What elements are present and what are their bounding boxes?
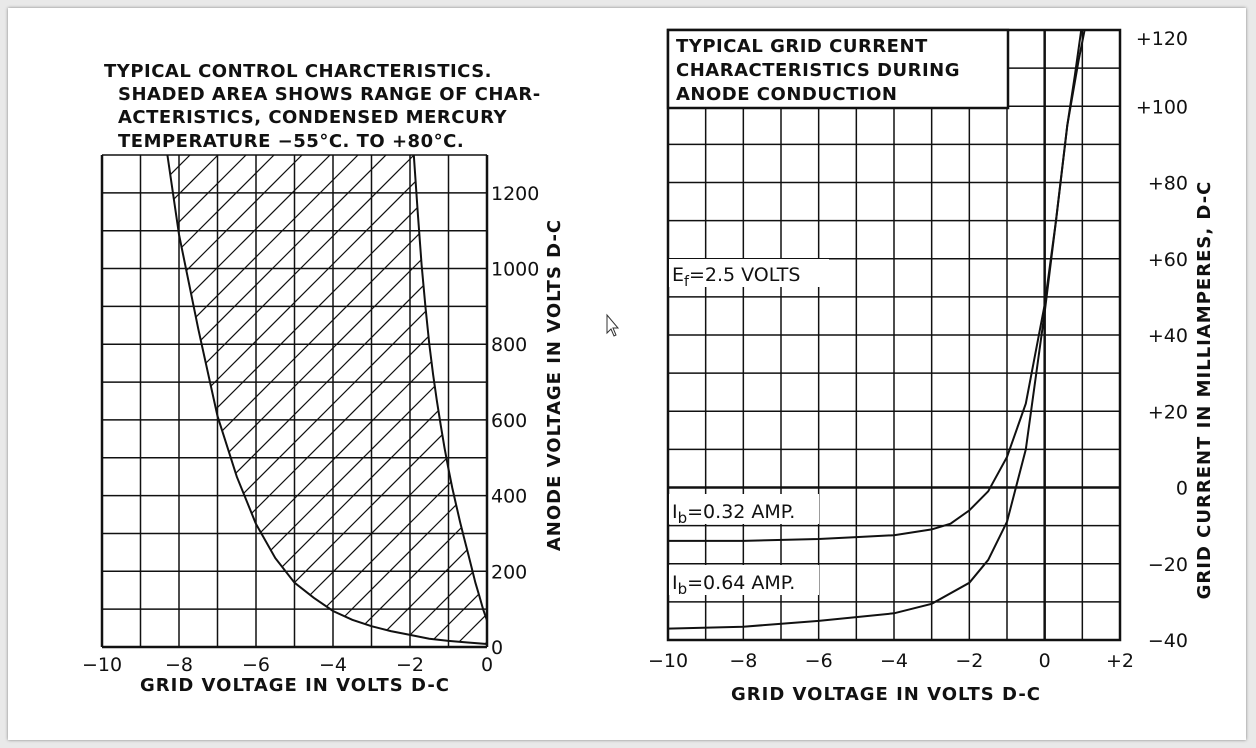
hatch-line bbox=[369, 155, 487, 644]
left-y-tick-label: 600 bbox=[491, 410, 527, 432]
hatch-line bbox=[0, 127, 22, 647]
right-y-tick-label: −40 bbox=[1148, 630, 1188, 652]
hatch-line bbox=[0, 127, 134, 647]
left-title-line: TEMPERATURE −55°C. TO +80°C. bbox=[118, 131, 464, 152]
hatch-line bbox=[0, 127, 162, 647]
right-y-tick-label: +40 bbox=[1148, 325, 1188, 347]
left-x-tick-label: −2 bbox=[396, 654, 424, 676]
hatch-line bbox=[285, 155, 487, 644]
left-title-line: TYPICAL CONTROL CHARCTERISTICS. bbox=[104, 61, 492, 82]
left-y-tick-label: 200 bbox=[491, 561, 527, 583]
right-y-tick-label: +20 bbox=[1148, 401, 1188, 423]
left-x-axis-label: GRID VOLTAGE IN VOLTS D-C bbox=[140, 675, 450, 696]
left-y-tick-label: 0 bbox=[491, 637, 503, 659]
series-label-bg bbox=[669, 565, 819, 595]
left-series-upper-curve bbox=[412, 155, 487, 621]
left-y-tick-label: 1000 bbox=[491, 259, 539, 281]
hatch-line bbox=[167, 155, 443, 644]
right-y-tick-label: −20 bbox=[1148, 554, 1188, 576]
right-x-tick-label: −8 bbox=[729, 650, 757, 672]
hatch-line bbox=[167, 155, 359, 644]
left-x-tick-label: −4 bbox=[319, 654, 347, 676]
hatch-line bbox=[167, 155, 191, 644]
left-grid bbox=[101, 154, 488, 648]
hatch-line bbox=[257, 155, 487, 644]
right-x-axis-label: GRID VOLTAGE IN VOLTS D-C bbox=[731, 684, 1041, 705]
series-label: Ib=0.64 AMP. bbox=[672, 572, 795, 598]
chart-sheet bbox=[8, 8, 1246, 740]
hatch-line bbox=[167, 155, 415, 644]
hatch-line bbox=[167, 155, 387, 644]
filament-voltage-label: Ef=2.5 VOLTS bbox=[672, 264, 800, 290]
right-title-line: ANODE CONDUCTION bbox=[676, 84, 898, 105]
right-x-tick-label: −6 bbox=[805, 650, 833, 672]
hatch-line bbox=[167, 155, 487, 644]
left-y-tick-label: 400 bbox=[491, 486, 527, 508]
right-x-tick-label: −10 bbox=[648, 650, 688, 672]
left-x-tick-label: −8 bbox=[165, 654, 193, 676]
right-y-tick-label: +120 bbox=[1136, 28, 1188, 50]
hatch-line bbox=[0, 127, 106, 647]
left-title-line: SHADED AREA SHOWS RANGE OF CHAR- bbox=[118, 84, 541, 105]
right-title-line: TYPICAL GRID CURRENT bbox=[676, 36, 928, 57]
hatch-line bbox=[397, 155, 487, 644]
left-series-lower-curve bbox=[166, 155, 487, 645]
right-chart: TYPICAL GRID CURRENT CHARACTERISTICS DURI… bbox=[648, 28, 1215, 705]
left-x-tick-label: 0 bbox=[481, 654, 493, 676]
left-y-tick-label: 1200 bbox=[491, 183, 539, 205]
right-y-tick-label: +60 bbox=[1148, 249, 1188, 271]
mouse-cursor-icon bbox=[606, 313, 620, 337]
right-y-tick-label: +80 bbox=[1148, 173, 1188, 195]
hatch-line bbox=[818, 127, 1256, 647]
hatch-line bbox=[167, 155, 487, 644]
left-y-axis-label: ANODE VOLTAGE IN VOLTS D-C bbox=[544, 219, 565, 551]
series-label-bg bbox=[669, 494, 819, 524]
hatch-line bbox=[229, 155, 487, 644]
right-series-curve-2 bbox=[668, 30, 1086, 630]
right-x-tick-label: −2 bbox=[955, 650, 983, 672]
right-title-line: CHARACTERISTICS DURING bbox=[676, 60, 960, 81]
left-x-tick-label: −6 bbox=[242, 654, 270, 676]
series-label: Ib=0.32 AMP. bbox=[672, 501, 795, 527]
hatch-line bbox=[341, 155, 487, 644]
left-y-tick-label: 800 bbox=[491, 334, 527, 356]
hatch-line bbox=[313, 155, 487, 644]
right-x-tick-label: +2 bbox=[1106, 650, 1134, 672]
right-y-axis-label: GRID CURRENT IN MILLIAMPERES, D-C bbox=[1194, 181, 1215, 600]
left-x-tick-label: −10 bbox=[82, 654, 122, 676]
right-grid bbox=[667, 29, 1121, 641]
hatch-line bbox=[167, 155, 471, 644]
shaded-range-hatch bbox=[0, 127, 1256, 647]
right-x-tick-label: 0 bbox=[1039, 650, 1051, 672]
right-title-box bbox=[666, 28, 1010, 110]
right-y-tick-label: +100 bbox=[1136, 96, 1188, 118]
ef-label-bg bbox=[669, 259, 829, 287]
right-x-tick-label: −4 bbox=[880, 650, 908, 672]
left-title-line: ACTERISTICS, CONDENSED MERCURY bbox=[118, 107, 507, 128]
hatch-line bbox=[167, 155, 275, 644]
hatch-line bbox=[0, 127, 78, 647]
hatch-line bbox=[0, 127, 50, 647]
hatch-line bbox=[167, 155, 219, 644]
hatch-line bbox=[167, 155, 331, 644]
right-y-tick-label: 0 bbox=[1176, 478, 1188, 500]
hatch-line bbox=[167, 155, 247, 644]
hatch-line bbox=[167, 155, 303, 644]
hatch-line bbox=[167, 155, 487, 644]
hatch-line bbox=[566, 127, 1086, 647]
